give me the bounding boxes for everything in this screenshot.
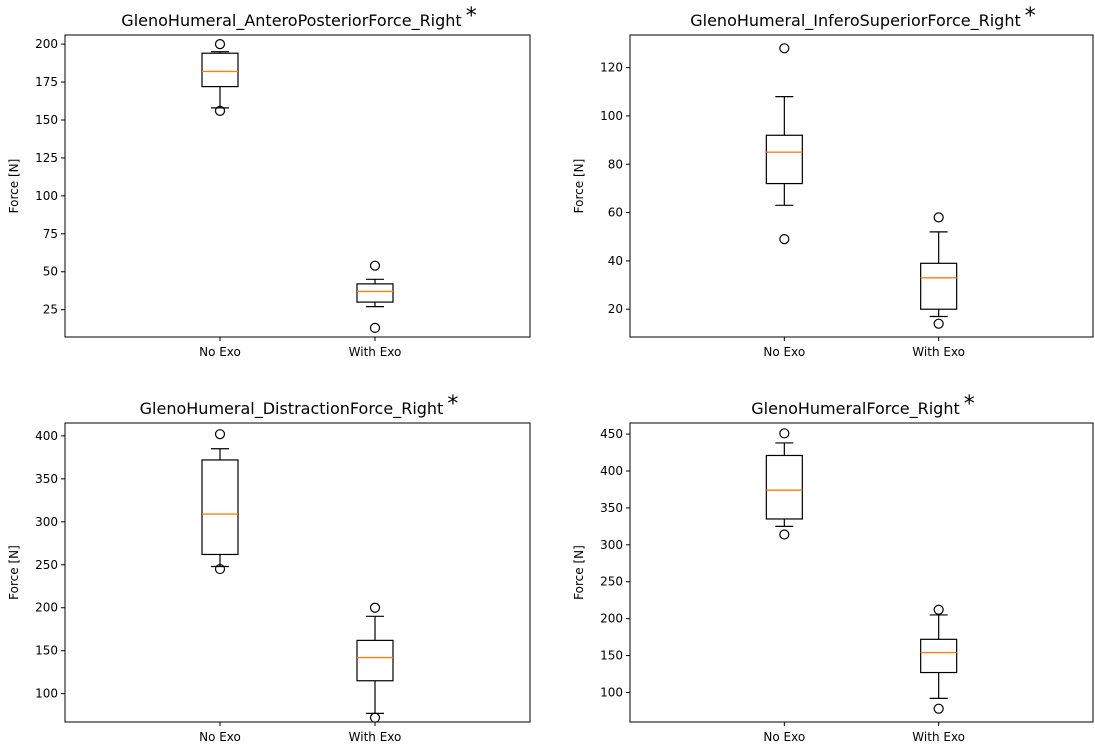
y-tick-label: 400 bbox=[600, 464, 623, 478]
x-tick-label: With Exo bbox=[912, 345, 965, 359]
y-axis-label: Force [N] bbox=[7, 545, 21, 600]
box-no-exo bbox=[765, 43, 803, 245]
outlier-point bbox=[779, 529, 790, 540]
box-no-exo bbox=[765, 428, 803, 540]
y-tick-label: 450 bbox=[600, 427, 623, 441]
outlier-point bbox=[214, 429, 226, 440]
outlier-point bbox=[933, 604, 944, 615]
y-axis-label: Force [N] bbox=[7, 159, 21, 214]
chart-panel-4: GlenoHumeralForce_Right * Force [N] 100 150 2… bbox=[572, 392, 1094, 744]
y-tick-label: 300 bbox=[35, 515, 58, 529]
y-tick-label: 80 bbox=[608, 157, 623, 171]
x-tick-label: With Exo bbox=[349, 730, 402, 744]
y-tick-label: 40 bbox=[608, 254, 623, 268]
interquartile-box bbox=[356, 639, 394, 682]
box-no-exo bbox=[201, 39, 239, 116]
y-tick-label: 200 bbox=[35, 37, 58, 51]
significance-marker: * bbox=[1025, 4, 1036, 29]
significance-marker: * bbox=[447, 392, 458, 417]
box-with-exo bbox=[920, 604, 958, 714]
chart-panel-3: GlenoHumeral_DistractionForce_Right * Forc… bbox=[7, 392, 531, 744]
y-tick-label: 75 bbox=[43, 227, 58, 241]
y-tick-label: 60 bbox=[608, 206, 623, 220]
y-tick-label: 250 bbox=[600, 575, 623, 589]
interquartile-box bbox=[201, 459, 239, 556]
y-tick-label: 120 bbox=[600, 61, 623, 75]
y-tick-label: 20 bbox=[608, 302, 623, 316]
y-tick-label: 200 bbox=[600, 612, 623, 626]
outlier-point bbox=[779, 43, 790, 54]
y-tick-label: 350 bbox=[35, 472, 58, 486]
y-axis-label: Force [N] bbox=[572, 159, 586, 214]
chart-panel-2: GlenoHumeral_InferoSuperiorForce_Right * F… bbox=[572, 4, 1094, 359]
outlier-point bbox=[214, 105, 226, 116]
outlier-point bbox=[933, 212, 944, 223]
interquartile-box bbox=[765, 134, 803, 185]
y-tick-label: 200 bbox=[35, 601, 58, 615]
interquartile-box bbox=[201, 52, 239, 88]
y-tick-label: 100 bbox=[600, 685, 623, 699]
y-tick-label: 250 bbox=[35, 558, 58, 572]
x-tick-label: No Exo bbox=[763, 730, 805, 744]
y-tick-label: 150 bbox=[600, 649, 623, 663]
interquartile-box bbox=[920, 262, 958, 310]
chart-title: GlenoHumeral_DistractionForce_Right bbox=[140, 399, 444, 419]
significance-marker: * bbox=[466, 4, 477, 29]
x-tick-label: No Exo bbox=[199, 345, 241, 359]
y-tick-label: 100 bbox=[35, 189, 58, 203]
chart-title: GlenoHumeral_AnteroPosteriorForce_Right bbox=[121, 11, 461, 31]
y-tick-label: 400 bbox=[35, 429, 58, 443]
interquartile-box bbox=[765, 454, 803, 520]
significance-marker: * bbox=[964, 392, 975, 417]
outlier-point bbox=[933, 318, 944, 329]
chart-panel-1: GlenoHumeral_AnteroPosteriorForce_Right *… bbox=[7, 4, 531, 359]
y-tick-label: 25 bbox=[43, 303, 58, 317]
y-tick-label: 350 bbox=[600, 501, 623, 515]
y-tick-label: 100 bbox=[600, 109, 623, 123]
x-tick-label: No Exo bbox=[199, 730, 241, 744]
interquartile-box bbox=[920, 638, 958, 674]
y-tick-label: 125 bbox=[35, 151, 58, 165]
interquartile-box bbox=[356, 283, 394, 303]
outlier-point bbox=[779, 234, 790, 245]
chart-title: GlenoHumeral_InferoSuperiorForce_Right bbox=[690, 11, 1021, 31]
chart-title: GlenoHumeralForce_Right bbox=[751, 399, 959, 419]
outlier-point bbox=[369, 322, 381, 333]
outlier-point bbox=[779, 428, 790, 439]
axes-frame bbox=[64, 422, 531, 723]
outlier-point bbox=[369, 712, 381, 723]
axes-frame bbox=[64, 34, 531, 338]
box-with-exo bbox=[356, 602, 394, 723]
box-with-exo bbox=[920, 212, 958, 329]
y-tick-label: 150 bbox=[35, 644, 58, 658]
y-tick-label: 50 bbox=[43, 265, 58, 279]
y-tick-label: 300 bbox=[600, 538, 623, 552]
outlier-point bbox=[369, 260, 381, 271]
y-tick-label: 175 bbox=[35, 75, 58, 89]
outlier-point bbox=[214, 39, 226, 50]
outlier-point bbox=[933, 703, 944, 714]
x-tick-label: With Exo bbox=[912, 730, 965, 744]
y-axis-label: Force [N] bbox=[572, 545, 586, 600]
x-tick-label: With Exo bbox=[349, 345, 402, 359]
axes-frame bbox=[629, 34, 1094, 338]
y-tick-label: 100 bbox=[35, 687, 58, 701]
x-tick-label: No Exo bbox=[763, 345, 805, 359]
outlier-point bbox=[214, 563, 226, 575]
axes-frame bbox=[629, 422, 1094, 723]
outlier-point bbox=[369, 602, 381, 613]
y-tick-label: 150 bbox=[35, 113, 58, 127]
box-with-exo bbox=[356, 260, 394, 333]
box-no-exo bbox=[201, 429, 239, 575]
